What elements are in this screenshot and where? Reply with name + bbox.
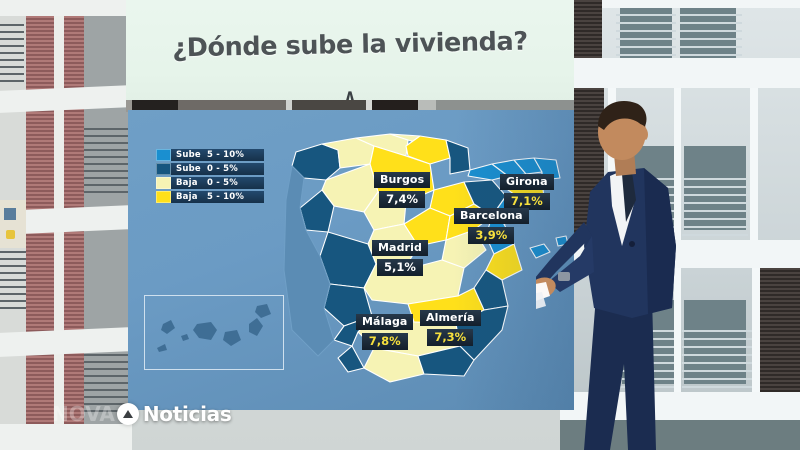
callout-burgos: Burgos 7,4%	[374, 168, 431, 208]
legend-range: 0 - 5%	[207, 163, 238, 174]
logo-mark-icon	[116, 403, 139, 425]
presenter-jacket-button	[629, 241, 635, 247]
building-column	[674, 88, 681, 240]
callout-almeria: Almería 7,3%	[420, 306, 481, 346]
callout-value: 5,1%	[377, 259, 423, 276]
callout-name: Almería	[420, 310, 481, 326]
canary-islands-inset	[144, 295, 284, 370]
caret-icon: ∧	[343, 86, 357, 104]
province-shape	[485, 243, 523, 281]
balcony-railing	[616, 14, 676, 58]
province-shape	[529, 243, 551, 259]
canary-islands-shapes	[157, 304, 271, 352]
channel-logo: NOVA Noticias	[52, 400, 232, 428]
balcony-railing	[682, 178, 748, 238]
callout-value: 3,9%	[468, 227, 515, 244]
callout-name: Burgos	[374, 172, 431, 188]
presenter-tie	[622, 172, 636, 222]
province-shape-malaga	[363, 347, 425, 383]
legend-item: Baja 0 - 5%	[156, 176, 264, 189]
title-panel: ¿Dónde sube la vivienda? ∧	[126, 0, 574, 104]
callout-malaga: Málaga 7,8%	[356, 310, 414, 350]
balcony-slab	[560, 0, 800, 8]
legend-word: Baja	[176, 177, 198, 188]
legend-item: Sube 5 - 10%	[156, 148, 264, 161]
legend-label: Baja 5 - 10%	[171, 190, 264, 203]
legend-swatch	[156, 176, 171, 189]
building-column	[674, 268, 681, 392]
province-shape	[445, 139, 471, 175]
balcony-railing	[0, 244, 26, 314]
callout-name: Madrid	[372, 240, 428, 256]
legend-item: Baja 5 - 10%	[156, 190, 264, 203]
page-title: ¿Dónde sube la vivienda?	[172, 26, 528, 64]
window-blind	[572, 0, 602, 58]
callout-girona: Girona 7,1%	[500, 170, 554, 210]
callout-value: 7,1%	[503, 193, 550, 210]
callout-value: 7,4%	[379, 191, 426, 208]
balcony-railing	[682, 330, 752, 388]
legend-label: Sube 0 - 5%	[171, 162, 264, 175]
legend-swatch	[156, 148, 171, 161]
presenter-trousers	[584, 296, 656, 450]
balcony-railing	[680, 14, 742, 58]
legend-swatch	[156, 190, 171, 203]
callout-name: Málaga	[356, 314, 414, 330]
panel-divider-strip	[126, 100, 574, 112]
presenter-hair	[598, 100, 647, 130]
balcony-slab	[0, 424, 132, 450]
province-shape-almeria	[417, 345, 475, 377]
presenter-papers	[536, 292, 546, 309]
legend-word: Sube	[176, 163, 201, 174]
balcony-slab	[560, 58, 800, 88]
callout-barcelona: Barcelona 3,9%	[454, 204, 529, 244]
window-blind	[760, 268, 800, 392]
background-left-building	[0, 0, 132, 450]
legend-range: 0 - 5%	[207, 177, 238, 188]
legend-range: 5 - 10%	[207, 191, 245, 202]
legend-word: Baja	[176, 191, 198, 202]
balcony-slab	[0, 0, 132, 16]
province-shape	[337, 345, 365, 373]
callout-name: Girona	[500, 174, 554, 190]
building-column	[750, 88, 758, 240]
presenter-watch	[558, 272, 570, 281]
presenter-jacket-shade	[644, 168, 676, 314]
building-column	[608, 88, 616, 240]
balcony-object-detail	[6, 230, 15, 239]
legend-range: 5 - 10%	[207, 149, 245, 160]
logo-text: Noticias	[142, 402, 232, 426]
legend-swatch	[156, 162, 171, 175]
logo-prefix: NOVA	[52, 402, 115, 426]
callout-madrid: Madrid 5,1%	[372, 236, 428, 276]
balcony-railing	[84, 128, 132, 196]
callout-value: 7,8%	[361, 333, 408, 350]
callout-value: 7,3%	[427, 329, 474, 346]
map-panel: Sube 5 - 10% Sube 0 - 5% Baja 0 - 5%	[128, 110, 574, 410]
legend-word: Sube	[176, 149, 201, 160]
legend-label: Baja 0 - 5%	[171, 176, 264, 189]
building-column	[752, 268, 760, 392]
map-legend: Sube 5 - 10% Sube 0 - 5% Baja 0 - 5%	[156, 148, 264, 204]
legend-label: Sube 5 - 10%	[171, 148, 264, 161]
balcony-railing	[0, 24, 24, 86]
province-shape	[299, 189, 335, 233]
balcony-object-detail	[4, 208, 16, 220]
legend-item: Sube 0 - 5%	[156, 162, 264, 175]
presenter-arm	[536, 222, 592, 292]
presenter-ear	[640, 124, 648, 140]
presenter-figure	[536, 100, 676, 450]
portugal-area	[283, 165, 335, 357]
callout-name: Barcelona	[454, 208, 529, 224]
